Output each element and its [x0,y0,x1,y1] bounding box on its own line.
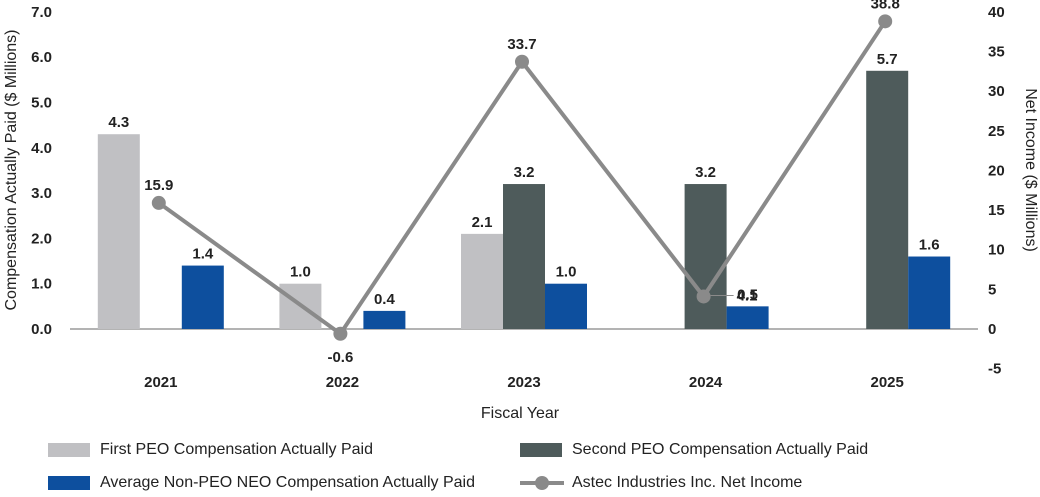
legend-item-net-income: Astec Industries Inc. Net Income [520,474,802,492]
x-axis-title: Fiscal Year [481,405,560,422]
y-right-tick-label: -5 [988,361,1001,378]
bar-data-label: 4.3 [108,114,129,131]
bar-data-label: 2.1 [472,214,493,231]
bar [181,265,224,329]
bar [97,134,140,329]
bar-data-label: 1.4 [192,246,214,263]
y-axis-left-title: Compensation Actually Paid ($ Millions) [3,29,20,310]
bar-data-label: 1.0 [290,264,311,281]
bar [503,184,545,329]
y-right-tick-label: 5 [988,281,996,298]
y-right-tick-label: 35 [988,43,1005,60]
legend-swatch-net-income [520,474,564,492]
x-tick-label: 2023 [507,374,540,391]
net-income-data-label: 4.1 [737,287,758,304]
bar-data-label: 1.6 [919,237,940,254]
bar-data-label: 0.5 [737,286,758,303]
legend-label-net-income: Astec Industries Inc. Net Income [572,474,803,491]
bar-data-label: 1.0 [556,264,577,281]
bar [461,233,503,329]
net-income-point [878,14,893,29]
bar [363,310,406,329]
net-income-point [696,289,711,304]
x-tick-label: 2024 [689,374,723,391]
legend-swatch-first-peo [48,443,90,457]
bar [866,70,909,329]
y-right-tick-label: 30 [988,83,1005,100]
net-income-data-label: -0.6 [327,349,353,366]
legend-item-first-peo: First PEO Compensation Actually Paid [48,441,373,459]
net-income-data-label: 33.7 [507,36,536,53]
bar-data-label: 3.2 [514,164,535,181]
y-right-tick-label: 20 [988,162,1005,179]
legend-item-non-peo: Average Non-PEO NEO Compensation Actuall… [48,474,475,492]
x-tick-label: 2021 [144,374,177,391]
y-right-tick-label: 25 [988,123,1005,140]
y-left-tick-label: 7.0 [31,4,52,21]
net-income-point [151,195,166,210]
y-left-tick-label: 2.0 [31,230,52,247]
y-left-tick-label: 4.0 [31,140,52,157]
bar [726,306,769,329]
net-income-data-label: 38.8 [871,0,900,12]
y-right-tick-label: 40 [988,4,1005,21]
legend-label-first-peo: First PEO Compensation Actually Paid [100,441,374,458]
y-left-tick-label: 5.0 [31,95,52,112]
y-left-tick-label: 6.0 [31,49,52,66]
bar [908,256,951,329]
line-layer [151,14,893,341]
legend-swatch-non-peo [48,476,90,490]
bar-data-label: 0.4 [374,291,396,308]
bar-data-label: 5.7 [877,51,898,68]
x-tick-label: 2022 [326,374,359,391]
axis-layer: 0.01.02.03.04.05.06.07.0-505101520253035… [31,4,1005,391]
legend-label-second-peo: Second PEO Compensation Actually Paid [572,441,869,458]
y-right-tick-label: 10 [988,242,1005,259]
y-right-tick-label: 15 [988,202,1005,219]
y-left-tick-label: 3.0 [31,185,52,202]
net-income-data-label: 15.9 [144,177,173,194]
bar [545,283,587,329]
net-income-point [515,54,529,69]
y-right-tick-label: 0 [988,321,996,338]
bar-data-label: 3.2 [695,164,716,181]
y-left-tick-label: 1.0 [31,276,52,293]
bar [684,184,727,329]
bar-layer [97,70,951,329]
legend-swatch-second-peo [520,443,562,457]
x-tick-label: 2025 [871,374,904,391]
net-income-point [333,326,348,341]
y-axis-right-title: Net Income ($ Millions) [1022,88,1039,252]
legend-label-non-peo: Average Non-PEO NEO Compensation Actuall… [100,474,476,491]
legend-item-second-peo: Second PEO Compensation Actually Paid [520,441,868,459]
data-label-layer: 4.3 1.4 1.0 0.4 2.1 3.2 1.0 3.2 0.5 5.7 1.6 15.9 -0.… [108,0,939,366]
y-left-tick-label: 0.0 [31,321,52,338]
